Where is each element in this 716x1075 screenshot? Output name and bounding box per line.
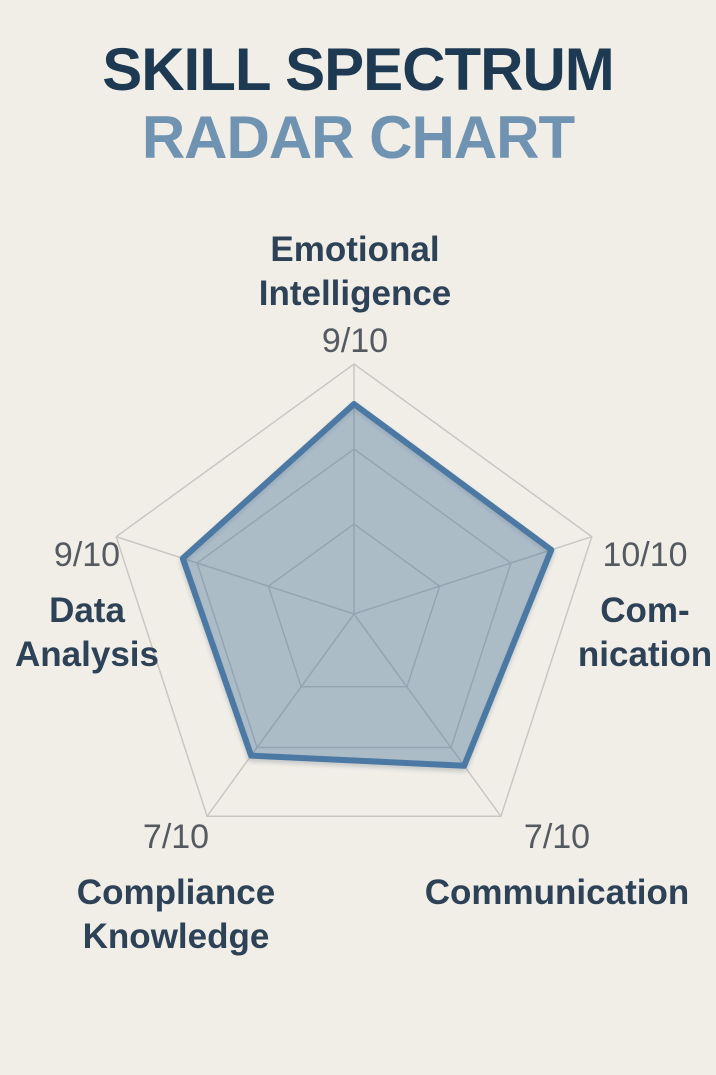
axis-value: 10/10	[602, 536, 688, 574]
radar-grid-spoke	[115, 535, 355, 615]
axis-label-compliance-knowledge: 7/10 Compliance Knowledge	[46, 816, 306, 959]
axis-name-line: Com-	[600, 591, 690, 630]
axis-name-line: Data	[49, 591, 125, 630]
axis-value: 7/10	[142, 818, 210, 856]
axis-name-line: nication	[577, 635, 713, 674]
axis-label-communication: 7/10 Communication	[398, 816, 716, 915]
page-subtitle: RADAR CHART	[141, 104, 575, 171]
axis-value: 9/10	[53, 536, 121, 574]
axis-name-line: Knowledge	[82, 917, 270, 956]
axis-name-line: Intelligence	[258, 274, 452, 313]
axis-name-line: Communication	[424, 873, 690, 912]
radar-grid-spoke	[206, 613, 355, 817]
axis-label-com-nication: 10/10 Com- nication	[563, 534, 716, 677]
axis-value: 7/10	[523, 818, 591, 856]
page-title: SKILL SPECTRUM	[102, 36, 615, 103]
axis-name-line: Compliance	[76, 873, 276, 912]
axis-value: 9/10	[321, 322, 389, 360]
axis-label-data-analysis: 9/10 Data Analysis	[3, 534, 171, 677]
radar-grid-ring	[196, 448, 512, 749]
axis-name-line: Analysis	[15, 635, 159, 674]
radar-grid-spoke	[353, 613, 502, 817]
radar-grid-ring	[267, 523, 441, 688]
axis-label-emotional-intelligence: Emotional Intelligence 9/10	[155, 228, 555, 362]
axis-name-line: Emotional	[270, 230, 440, 269]
radar-grid-ring	[115, 363, 593, 818]
radar-data-polygon	[179, 401, 555, 769]
